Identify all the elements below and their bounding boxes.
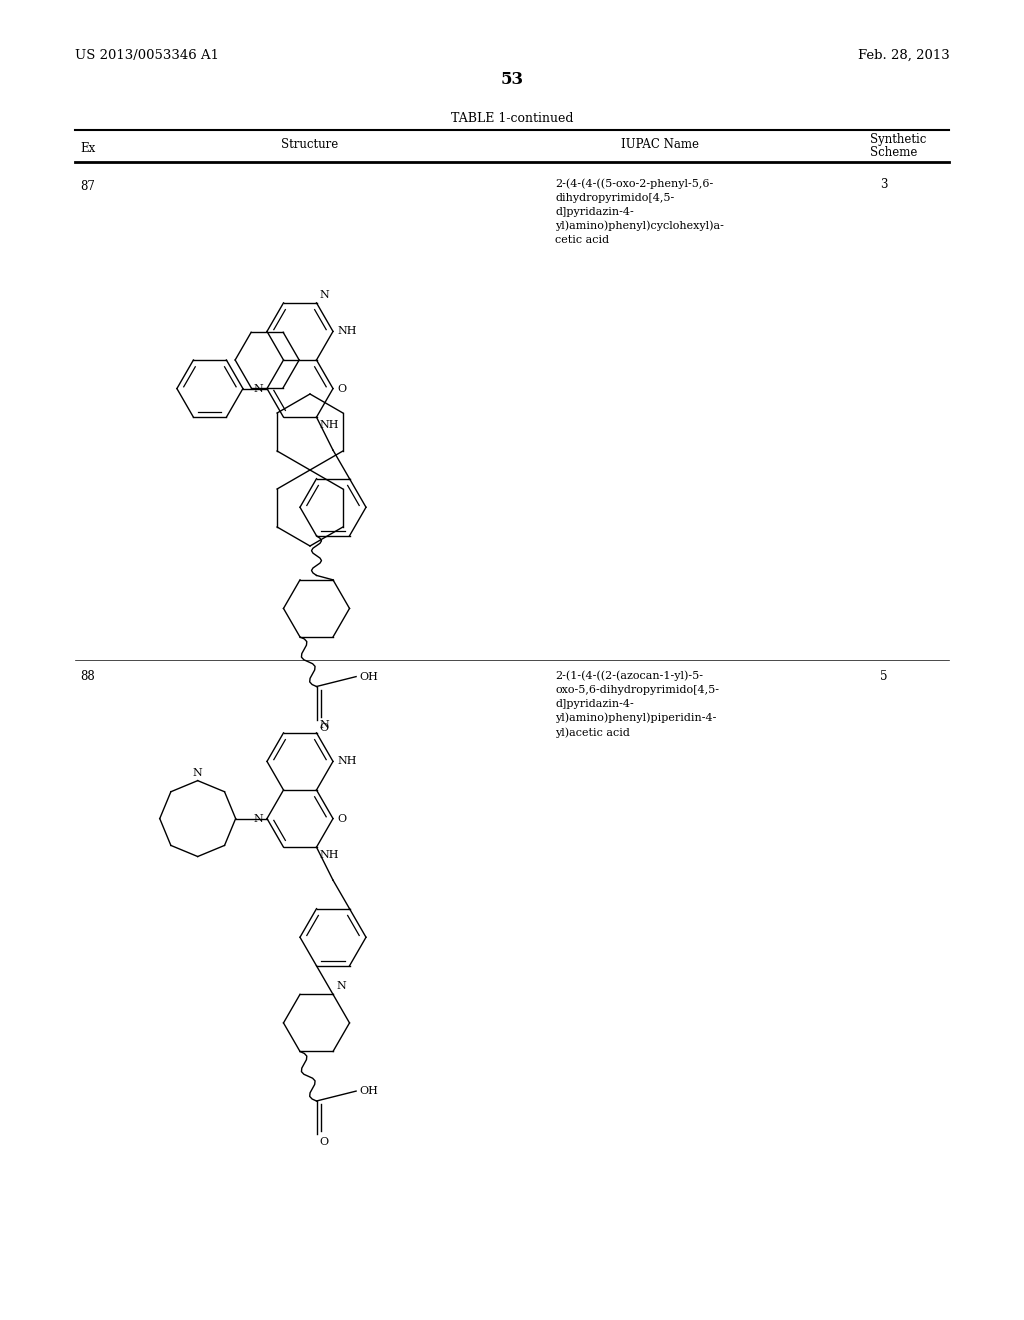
Text: N: N [319,719,330,730]
Text: 88: 88 [80,671,95,682]
Text: NH: NH [337,326,356,337]
Text: NH: NH [319,850,339,861]
Text: IUPAC Name: IUPAC Name [621,139,699,152]
Text: O: O [337,384,346,393]
Text: 5: 5 [880,671,888,682]
Text: OH: OH [359,1086,378,1096]
Text: Scheme: Scheme [870,147,918,160]
Text: N: N [319,290,330,300]
Text: US 2013/0053346 A1: US 2013/0053346 A1 [75,49,219,62]
Text: 2-(4-(4-((5-oxo-2-phenyl-5,6-
dihydropyrimido[4,5-
d]pyridazin-4-
yl)amino)pheny: 2-(4-(4-((5-oxo-2-phenyl-5,6- dihydropyr… [555,178,724,246]
Text: OH: OH [359,672,378,681]
Text: Structure: Structure [282,139,339,152]
Text: O: O [319,1137,329,1147]
Text: 87: 87 [80,180,95,193]
Text: 3: 3 [880,178,888,191]
Text: 53: 53 [501,71,523,88]
Text: O: O [319,722,329,733]
Text: N: N [253,384,263,393]
Text: O: O [337,813,346,824]
Text: N: N [193,768,203,777]
Text: 2-(1-(4-((2-(azocan-1-yl)-5-
oxo-5,6-dihydropyrimido[4,5-
d]pyridazin-4-
yl)amin: 2-(1-(4-((2-(azocan-1-yl)-5- oxo-5,6-dih… [555,671,719,738]
Text: TABLE 1-continued: TABLE 1-continued [451,111,573,124]
Text: Feb. 28, 2013: Feb. 28, 2013 [858,49,950,62]
Text: Synthetic: Synthetic [870,133,927,147]
Text: N: N [336,981,346,991]
Text: NH: NH [319,420,339,430]
Text: Ex: Ex [80,141,95,154]
Text: N: N [253,813,263,824]
Text: NH: NH [337,756,356,767]
